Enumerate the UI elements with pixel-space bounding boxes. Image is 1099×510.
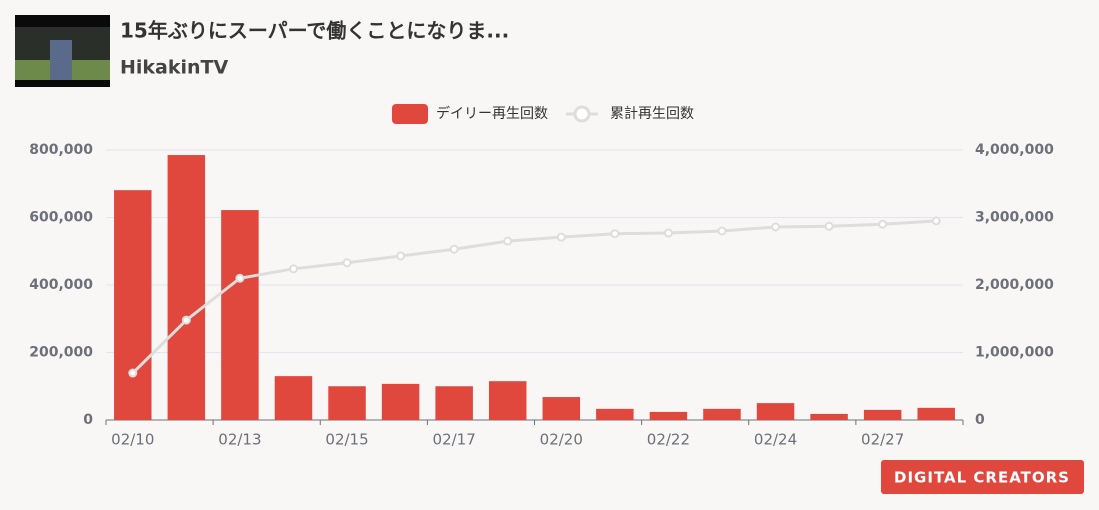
line-point — [824, 221, 834, 231]
video-title: 15年ぶりにスーパーで働くことになりま... — [120, 19, 509, 43]
bar — [810, 413, 848, 420]
line-point — [235, 273, 245, 283]
y2-tick-label: 1,000,000 — [975, 345, 1054, 361]
x-tick-label: 02/20 — [540, 431, 583, 449]
bar — [114, 190, 152, 420]
y2-tick-label: 2,000,000 — [975, 277, 1054, 293]
line-point — [663, 228, 673, 238]
x-tick-label: 02/10 — [111, 431, 154, 449]
y-tick-label: 400,000 — [29, 277, 93, 293]
bar — [381, 383, 420, 420]
bar — [756, 403, 795, 420]
bar — [488, 381, 527, 420]
x-tick-label: 02/15 — [325, 431, 368, 449]
bar — [863, 409, 902, 420]
channel-name: HikakinTV — [120, 57, 229, 79]
logo-text: DIGITAL CREATORS — [894, 469, 1070, 487]
bar — [328, 386, 366, 420]
line-point — [342, 258, 352, 268]
bar — [649, 411, 688, 420]
legend-label: 累計再生回数 — [610, 106, 694, 122]
bar — [542, 397, 581, 420]
x-tick-label: 02/27 — [861, 431, 904, 449]
x-tick-label: 02/22 — [647, 431, 690, 449]
y2-tick-label: 0 — [975, 412, 985, 428]
bar — [703, 408, 741, 420]
bar — [167, 155, 206, 420]
line-point — [771, 222, 781, 232]
line-point — [556, 232, 566, 242]
legend-label: デイリー再生回数 — [436, 105, 548, 122]
line-point — [288, 264, 298, 274]
line-point — [396, 251, 406, 261]
y-tick-label: 800,000 — [29, 142, 93, 158]
logo-box — [881, 460, 1084, 494]
line-point — [931, 216, 941, 226]
line-point — [503, 236, 513, 246]
line-point — [449, 244, 459, 254]
y2-tick-label: 4,000,000 — [975, 142, 1054, 158]
line-point — [717, 226, 727, 236]
bar — [596, 408, 634, 420]
y-tick-label: 0 — [83, 412, 93, 428]
line — [131, 219, 937, 375]
x-tick-label: 02/13 — [218, 431, 261, 449]
y-tick-label: 600,000 — [29, 210, 93, 226]
line-point — [181, 315, 191, 325]
thumbnail-figure — [50, 40, 72, 80]
y2-tick-label: 3,000,000 — [975, 210, 1054, 226]
line-point — [128, 368, 138, 378]
y-tick-label: 200,000 — [29, 345, 93, 361]
legend-marker — [392, 104, 428, 124]
bar — [274, 376, 313, 420]
bar — [221, 210, 259, 420]
legend-marker — [573, 105, 591, 123]
bar — [435, 386, 473, 420]
thumbnail-band — [15, 15, 110, 27]
thumbnail-band — [15, 80, 110, 87]
x-tick-label: 02/17 — [433, 431, 476, 449]
x-tick-label: 02/24 — [754, 431, 797, 449]
line-point — [878, 219, 888, 229]
bar — [917, 407, 955, 420]
line-point — [610, 229, 620, 239]
